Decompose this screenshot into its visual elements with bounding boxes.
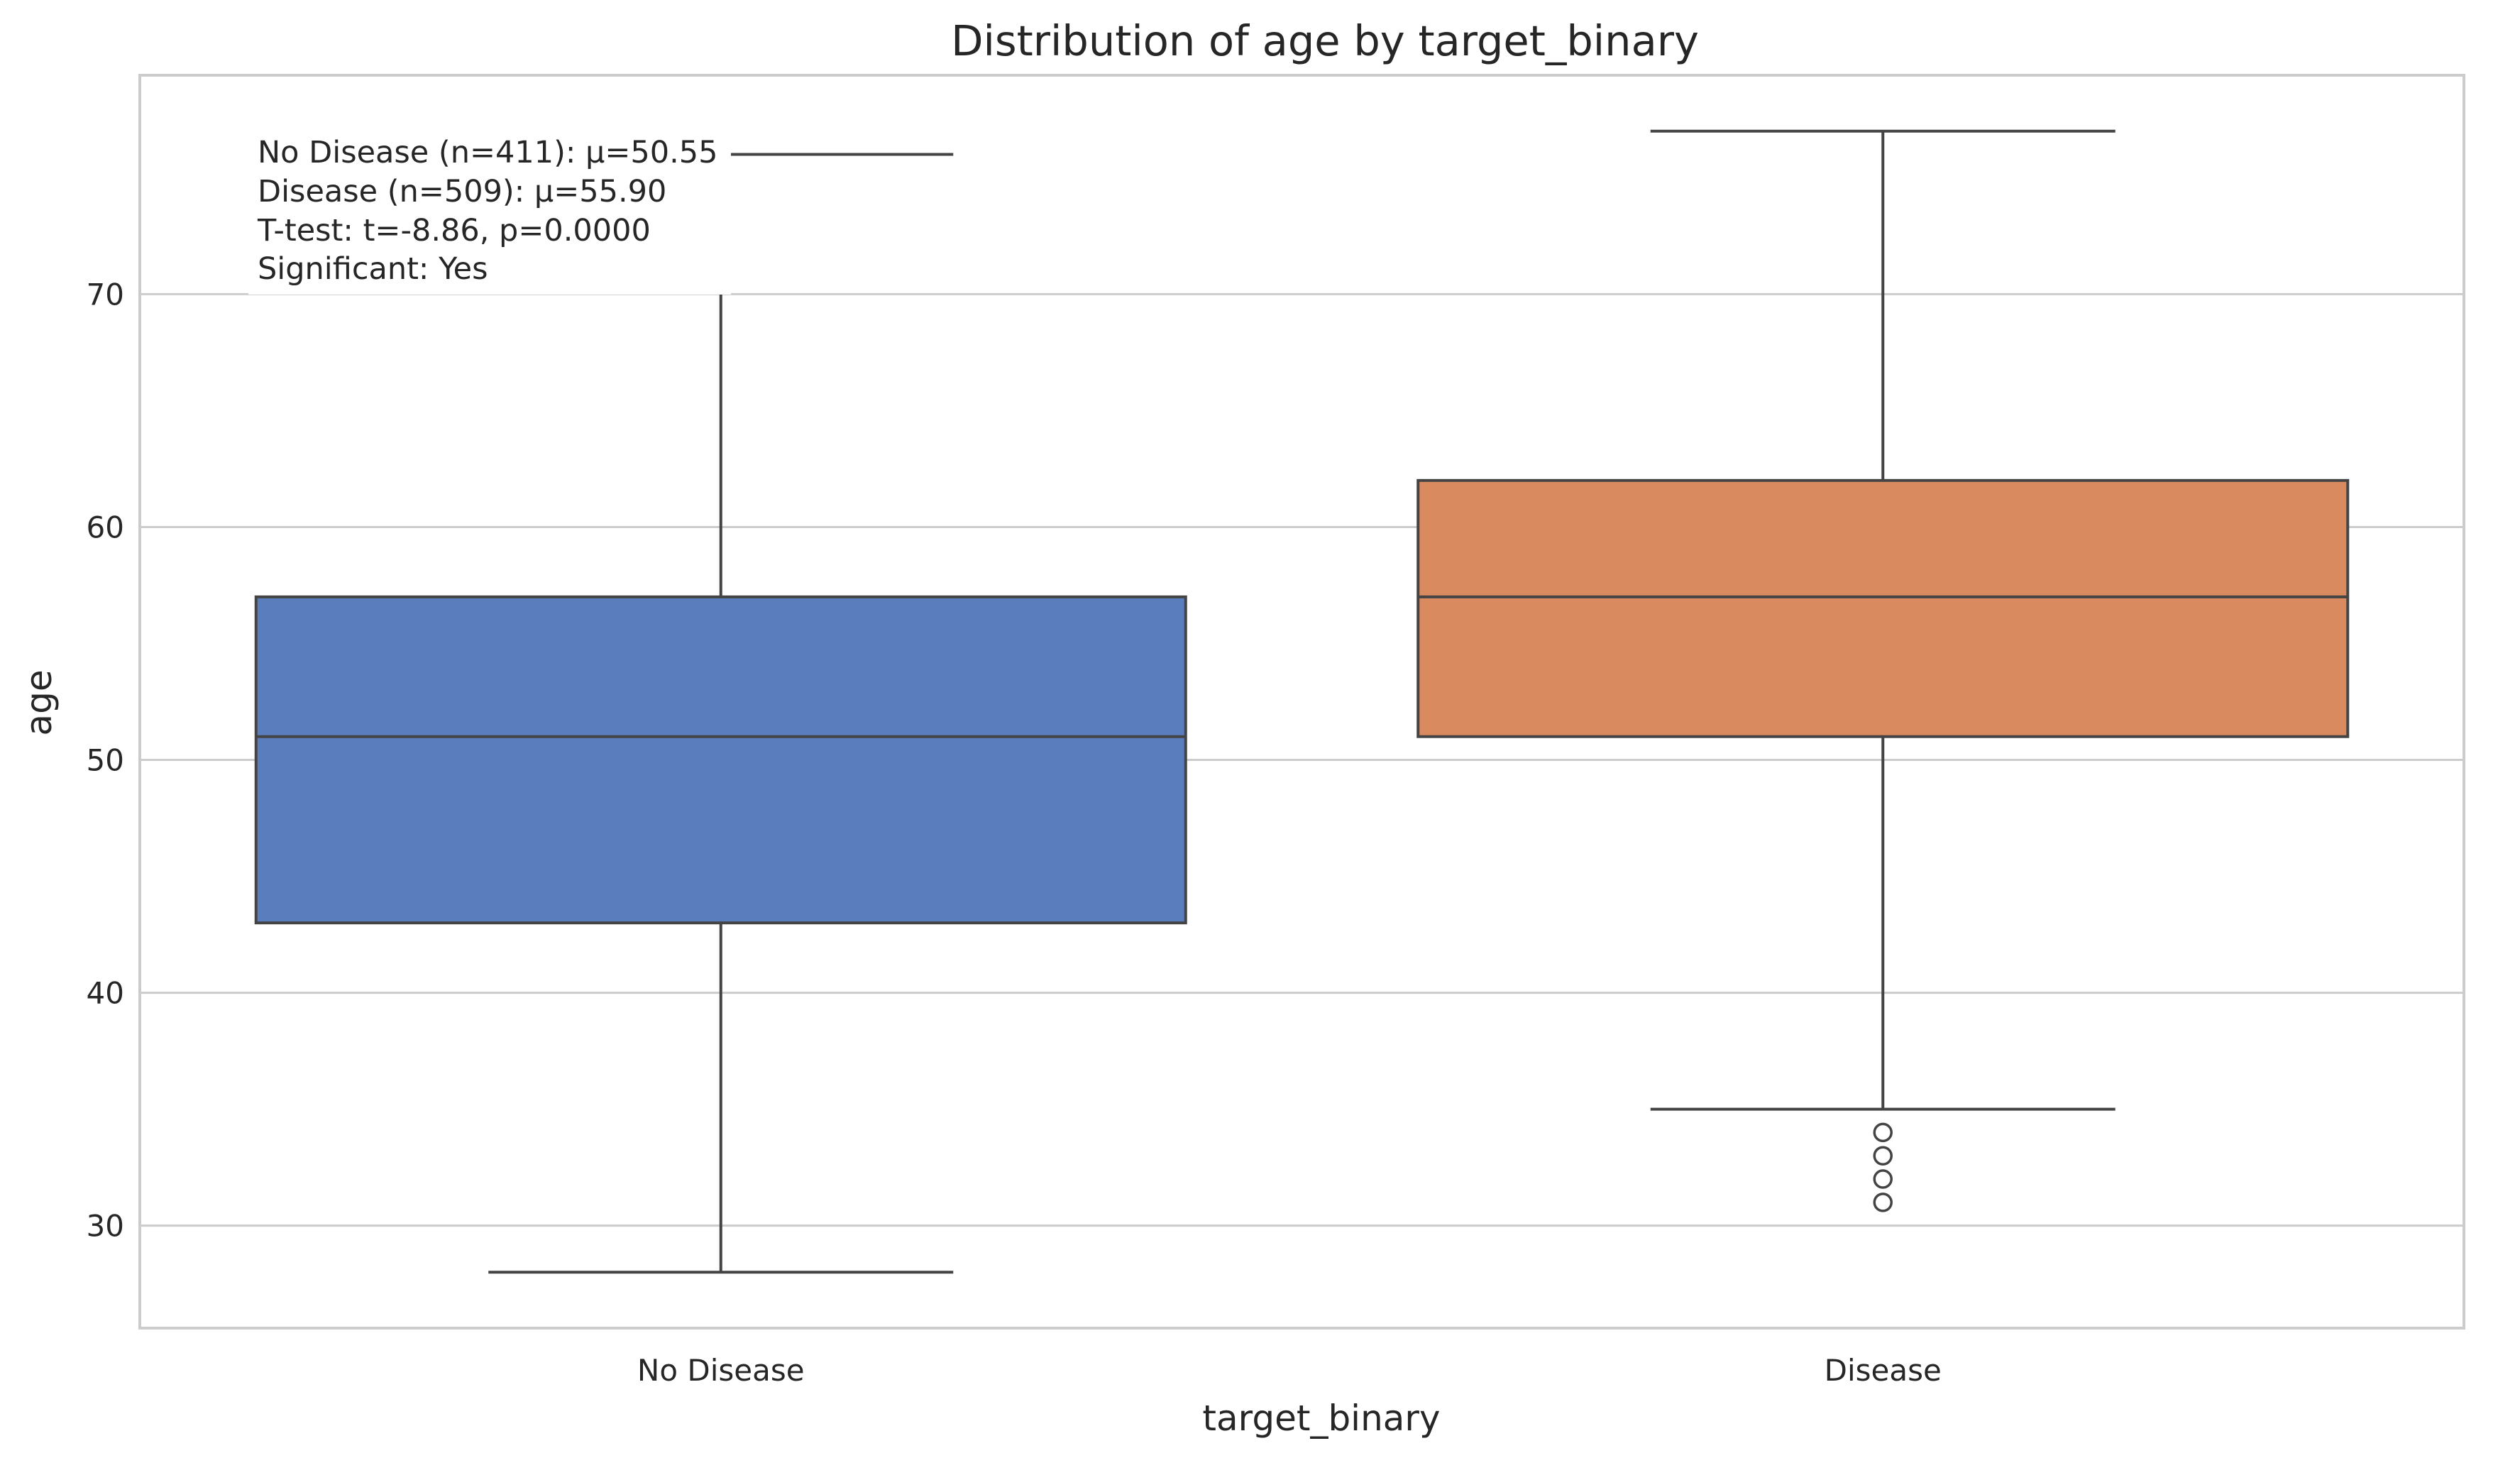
y-tick-label: 40 <box>87 976 124 1011</box>
annotation-line: T-test: t=-8.86, p=0.0000 <box>257 213 651 248</box>
x-axis-label: target_binary <box>1202 1398 1440 1439</box>
y-tick-label: 70 <box>87 277 124 312</box>
annotation-line: Significant: Yes <box>258 251 488 287</box>
box-group <box>254 153 1187 1274</box>
annotation-line: Disease (n=509): μ=55.90 <box>258 174 666 209</box>
y-tick-labels: 30 40 50 60 70 <box>87 277 124 1243</box>
chart-title: Distribution of age by target_binary <box>951 16 1699 65</box>
x-tick-label: No Disease <box>637 1353 805 1388</box>
annotation-line: No Disease (n=411): μ=50.55 <box>258 135 718 170</box>
y-axis-label: age <box>18 669 60 735</box>
box-series <box>254 129 2350 1274</box>
iqr-box <box>1416 478 2350 738</box>
x-tick-labels: No Disease Disease <box>637 1353 1942 1388</box>
outlier-point <box>1873 1146 1893 1166</box>
outlier-point <box>1873 1193 1893 1212</box>
plot-frame <box>138 74 2465 1330</box>
outlier-point <box>1873 1169 1893 1189</box>
iqr-box <box>254 595 1187 925</box>
y-tick-label: 30 <box>87 1209 124 1244</box>
stats-annotation: No Disease (n=411): μ=50.55 Disease (n=5… <box>248 124 731 295</box>
y-tick-label: 60 <box>87 510 124 544</box>
x-tick-label: Disease <box>1825 1353 1942 1388</box>
annotation-background <box>248 124 731 295</box>
y-tick-label: 50 <box>87 743 124 778</box>
outlier-point <box>1873 1122 1893 1143</box>
box-group <box>1416 129 2350 1212</box>
